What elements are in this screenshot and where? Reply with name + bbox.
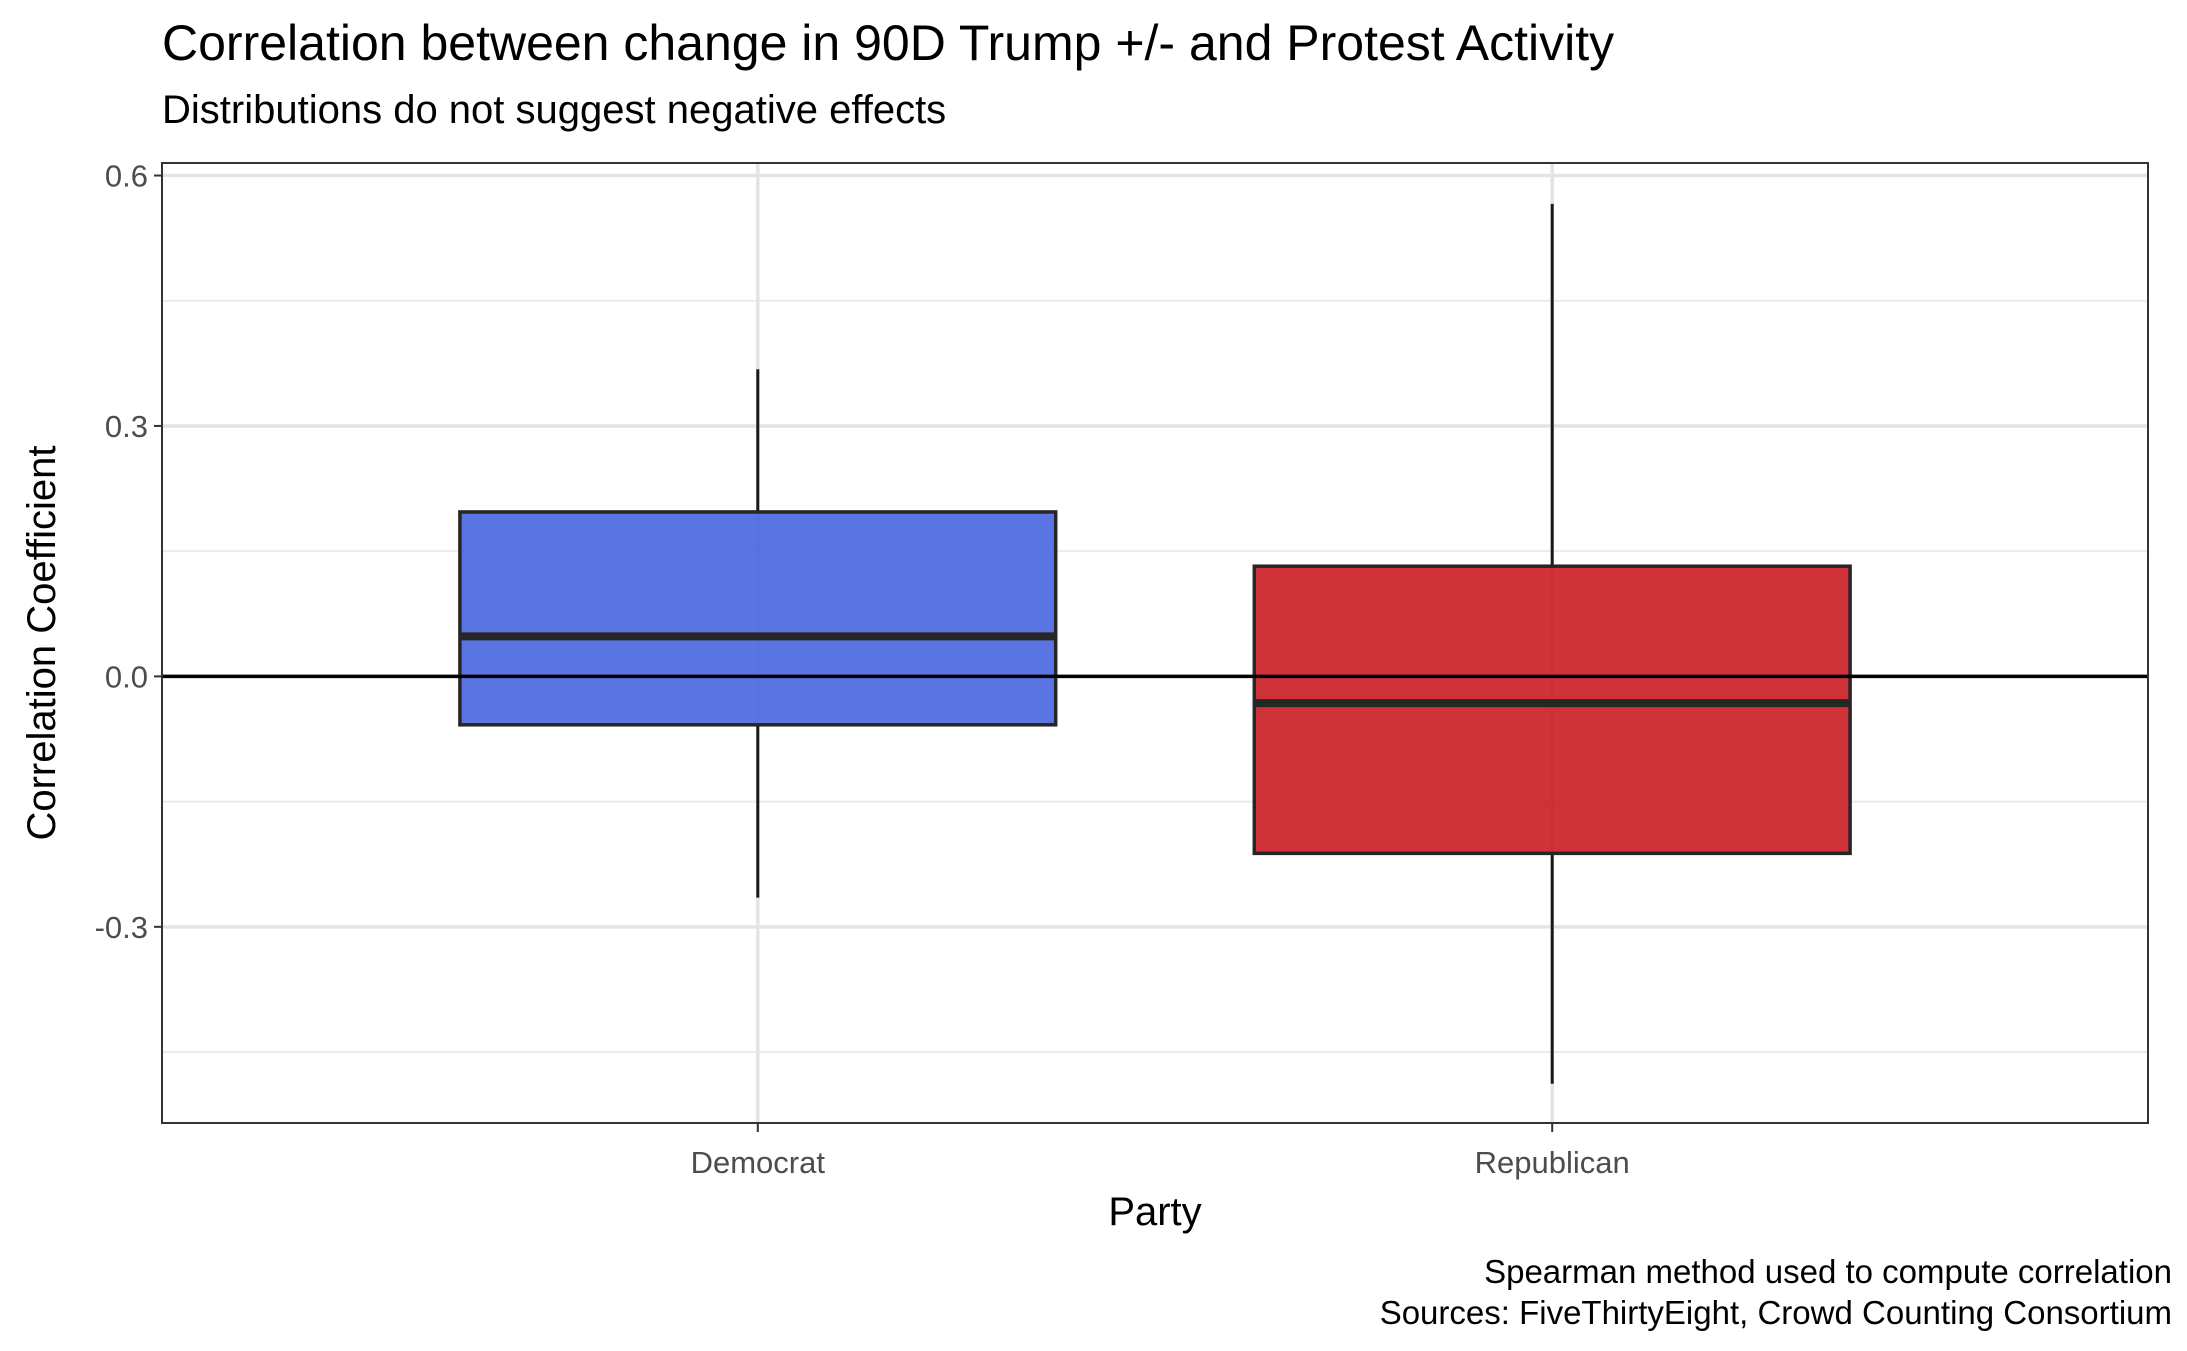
axis-layer: -0.3 0.0 0.3 0.6 Democrat Republican <box>95 159 1630 1180</box>
x-tick-label: Republican <box>1475 1145 1630 1180</box>
y-tick-label: -0.3 <box>95 910 148 945</box>
iqr-box <box>458 510 1058 727</box>
chart-subtitle: Distributions do not suggest negative ef… <box>162 88 947 132</box>
y-tick-label: 0.6 <box>105 159 148 194</box>
box-democrat <box>458 369 1058 898</box>
iqr-box <box>1252 564 1852 856</box>
x-axis-title: Party <box>1108 1190 1201 1234</box>
box-layer <box>162 203 2148 1084</box>
panel-border <box>161 162 2149 1124</box>
y-tick-label: 0.3 <box>105 409 148 444</box>
y-tick-label: 0.0 <box>105 659 148 694</box>
chart-title: Correlation between change in 90D Trump … <box>162 15 1615 71</box>
caption-sources: Sources: FiveThirtyEight, Crowd Counting… <box>1379 1294 2172 1331</box>
box-republican <box>1252 203 1852 1084</box>
y-axis-title: Correlation Coefficient <box>20 445 64 840</box>
x-tick-label: Democrat <box>691 1145 826 1180</box>
caption-method: Spearman method used to compute correlat… <box>1484 1253 2172 1290</box>
